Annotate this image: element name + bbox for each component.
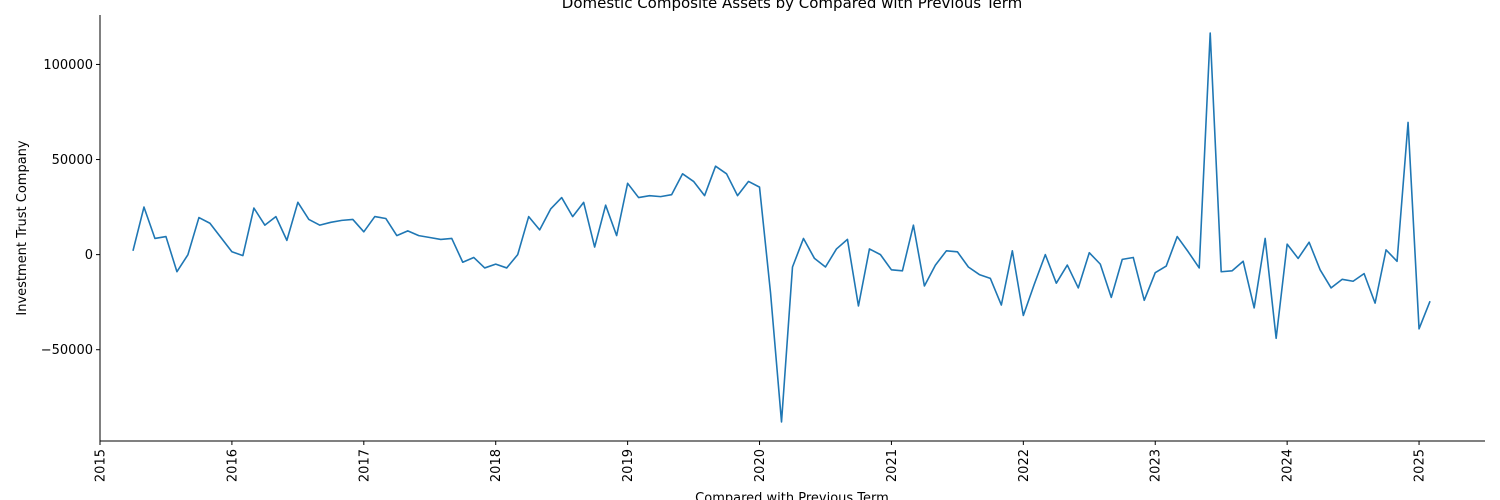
x-tick-label: 2018 [489, 449, 504, 482]
y-tick-label: 50000 [52, 153, 93, 168]
y-axis-label: Investment Trust Company [15, 140, 30, 316]
x-axis-label: Compared with Previous Term [695, 491, 889, 500]
x-tick-label: 2017 [357, 449, 372, 482]
x-tick-label: 2021 [885, 449, 900, 482]
y-axis-ticks: −50000 0 50000 100000 [41, 58, 100, 358]
x-tick-label: 2016 [225, 449, 240, 482]
chart-title: Domestic Composite Assets by Compared wi… [562, 0, 1022, 12]
x-tick-label: 2019 [621, 449, 636, 482]
y-tick-label: −50000 [41, 343, 93, 358]
plot-area [132, 32, 1431, 423]
x-tick-label: 2024 [1281, 449, 1296, 482]
series-line-0 [132, 32, 1431, 423]
x-tick-label: 2025 [1413, 449, 1428, 482]
x-tick-label: 2020 [753, 449, 768, 482]
y-tick-label: 100000 [43, 58, 93, 73]
x-axis-ticks: 2015 2016 2017 2018 2019 2020 2021 2022 2023 2024… [94, 441, 1428, 482]
y-tick-label: 0 [85, 248, 93, 263]
x-tick-label: 2015 [94, 449, 109, 482]
x-tick-label: 2022 [1017, 449, 1032, 482]
x-tick-label: 2023 [1149, 449, 1164, 482]
